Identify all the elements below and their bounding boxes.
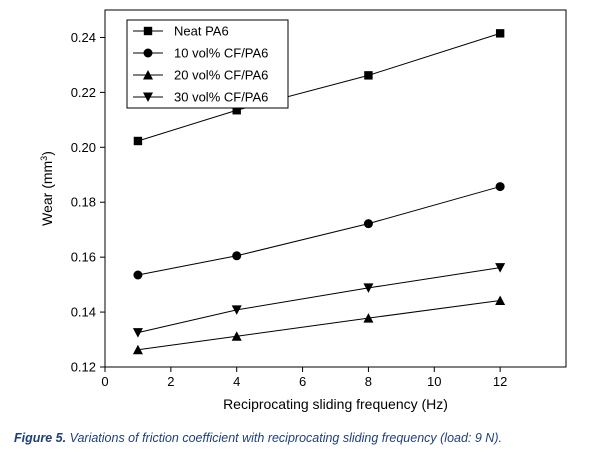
x-tick-label: 4 — [233, 374, 240, 389]
y-axis-label-end: ) — [39, 151, 55, 156]
x-tick-label: 10 — [427, 374, 441, 389]
y-tick-label: 0.22 — [71, 85, 96, 100]
y-tick-label: 0.12 — [71, 360, 96, 375]
data-point — [132, 344, 143, 355]
legend-label: 30 vol% CF/PA6 — [174, 90, 268, 105]
chart: 0 2 4 6 8 10 12 0.12 0.14 0.16 0.18 0.20 0.22 0.24 Ne… — [39, 9, 567, 412]
y-tick-label: 0.24 — [71, 30, 96, 45]
line-chart-svg: 0 2 4 6 8 10 12 0.12 0.14 0.16 0.18 0.20 0.22 0.24 Ne… — [39, 9, 567, 412]
series-2 — [133, 182, 505, 280]
series-line — [137, 32, 501, 142]
data-point — [363, 283, 374, 293]
legend: Neat PA6 10 vol% CF/PA6 20 vol% CF/PA6 30 v… — [126, 19, 289, 109]
data-point — [133, 136, 143, 146]
legend-label: 10 vol% CF/PA6 — [174, 46, 268, 61]
series-1 — [133, 29, 505, 146]
data-point — [495, 263, 506, 273]
series-3 — [132, 295, 506, 355]
data-point — [495, 182, 505, 192]
data-point — [495, 29, 505, 38]
figure-caption-label: Figure 5. — [14, 431, 67, 445]
figure-caption: Figure 5. Variations of friction coeffic… — [14, 431, 594, 445]
data-point — [364, 71, 373, 80]
legend-box — [126, 19, 289, 109]
legend-marker — [143, 26, 153, 36]
legend-label: Neat PA6 — [174, 24, 229, 39]
y-tick-label: 0.16 — [71, 250, 96, 265]
x-tick-label: 6 — [299, 374, 306, 389]
series-line — [137, 267, 501, 334]
data-point — [231, 331, 242, 341]
legend-item: 20 vol% CF/PA6 — [133, 68, 268, 83]
data-point — [132, 328, 143, 338]
y-axis-label: Wear (mm3) — [39, 151, 55, 226]
figure-caption-text: Variations of friction coefficient with … — [69, 431, 502, 445]
legend-item: 30 vol% CF/PA6 — [133, 90, 268, 105]
data-point — [232, 106, 241, 115]
data-point — [363, 313, 374, 323]
data-point — [231, 305, 242, 315]
series-4 — [132, 263, 506, 338]
series-layer — [132, 29, 506, 355]
series-line — [137, 186, 501, 276]
x-axis-label: Reciprocating sliding frequency (Hz) — [223, 396, 448, 412]
legend-marker — [143, 92, 153, 102]
y-tick-label: 0.18 — [71, 195, 96, 210]
data-point — [232, 251, 242, 261]
legend-item: 10 vol% CF/PA6 — [133, 46, 268, 61]
legend-item: Neat PA6 — [133, 24, 229, 39]
y-axis-label-main: Wear (mm — [39, 161, 55, 226]
series-line — [137, 300, 501, 351]
data-point — [495, 295, 506, 306]
y-axis-label-superscript: 3 — [39, 156, 49, 161]
x-tick-label: 8 — [365, 374, 372, 389]
data-point — [133, 270, 143, 280]
axes: 0 2 4 6 8 10 12 0.12 0.14 0.16 0.18 0.20 0.22 0.24 — [71, 9, 567, 389]
legend-marker — [143, 48, 153, 58]
x-tick-label: 2 — [167, 374, 174, 389]
y-tick-label: 0.20 — [71, 140, 96, 155]
legend-label: 20 vol% CF/PA6 — [174, 68, 268, 83]
x-tick-label: 12 — [493, 374, 507, 389]
y-tick-label: 0.14 — [71, 305, 96, 320]
data-point — [363, 219, 373, 229]
plot-frame — [104, 9, 567, 368]
legend-marker — [143, 70, 153, 80]
x-tick-label: 0 — [101, 374, 108, 389]
